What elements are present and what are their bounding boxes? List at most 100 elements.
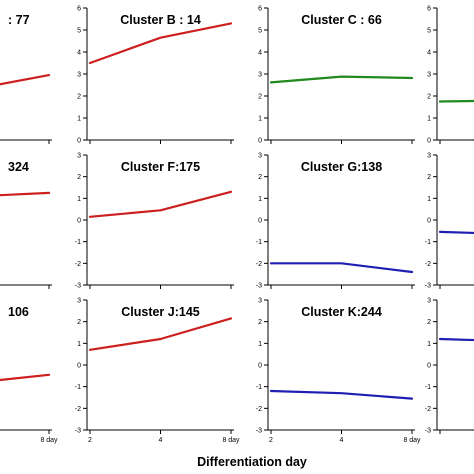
- series-line: [0, 373, 51, 382]
- chart-panel: : 77: [0, 13, 52, 144]
- y-tick-label: -3: [256, 283, 262, 290]
- y-tick-label: 4: [77, 50, 81, 57]
- y-tick-label: -1: [256, 239, 262, 246]
- y-tick-label: 1: [427, 196, 431, 203]
- panel-title: Cluster F:175: [121, 160, 200, 174]
- y-tick-label: 0: [77, 138, 81, 145]
- y-tick-label: 1: [427, 116, 431, 123]
- y-tick-label: 0: [427, 218, 431, 225]
- y-tick-label: 6: [258, 6, 262, 13]
- chart-panel: -3 -2 -1 0 1 2 3: [425, 298, 474, 435]
- y-tick-label: -3: [425, 428, 431, 435]
- y-tick-label: 0: [427, 138, 431, 145]
- x-tick-label: 8 day: [403, 437, 421, 444]
- series-line: [269, 389, 414, 400]
- chart-panel: -3 -2 -1 0 1 2 3 Cluster G:138: [256, 153, 415, 290]
- y-tick-label: -2: [75, 261, 81, 268]
- x-tick-label: 2: [269, 437, 273, 444]
- series-line: [438, 99, 474, 103]
- panel-title: Cluster B : 14: [120, 13, 201, 27]
- y-tick-label: 3: [77, 72, 81, 79]
- x-tick-label: 4: [340, 437, 344, 444]
- y-tick-label: 2: [427, 319, 431, 326]
- y-tick-label: -1: [256, 384, 262, 391]
- x-tick-label: 8 day: [222, 437, 240, 444]
- y-tick-label: -1: [425, 384, 431, 391]
- panel-title: : 77: [8, 13, 30, 27]
- y-tick-label: -3: [256, 428, 262, 435]
- y-tick-label: 0: [77, 218, 81, 225]
- y-tick-label: 3: [77, 298, 81, 305]
- y-tick-label: 5: [427, 28, 431, 35]
- y-tick-label: 1: [427, 341, 431, 348]
- y-tick-label: 1: [77, 341, 81, 348]
- y-tick-label: 2: [427, 94, 431, 101]
- series-line: [269, 262, 414, 274]
- series-line: [88, 22, 233, 65]
- panel-title: 106: [8, 305, 29, 319]
- y-tick-label: -2: [75, 406, 81, 413]
- y-tick-label: 3: [258, 153, 262, 160]
- y-tick-label: 2: [258, 319, 262, 326]
- series-line: [0, 73, 51, 86]
- y-tick-label: -2: [256, 261, 262, 268]
- y-tick-label: -1: [425, 239, 431, 246]
- y-tick-label: -1: [75, 384, 81, 391]
- y-tick-label: 4: [258, 50, 262, 57]
- y-tick-label: -3: [75, 283, 81, 290]
- series-line: [438, 230, 474, 235]
- y-tick-label: 1: [258, 341, 262, 348]
- y-tick-label: 5: [258, 28, 262, 35]
- y-tick-label: 5: [77, 28, 81, 35]
- chart-panel: -3 -2 -1 0 1 2 3 Cluster F:175: [75, 153, 234, 290]
- y-tick-label: 3: [258, 298, 262, 305]
- y-tick-label: -1: [75, 239, 81, 246]
- panel-title: Cluster C : 66: [301, 13, 382, 27]
- panel-title: Cluster G:138: [301, 160, 382, 174]
- series-line: [0, 191, 51, 197]
- y-tick-label: 3: [77, 153, 81, 160]
- chart-panel: -3 -2 -1 0 1 2 3: [425, 153, 474, 290]
- chart-panel: 324: [0, 160, 52, 289]
- y-tick-label: 1: [77, 196, 81, 203]
- y-tick-label: 2: [77, 174, 81, 181]
- y-tick-label: 2: [427, 174, 431, 181]
- series-line: [88, 190, 233, 218]
- chart-panel: 0 1 2 3 4 5 6 Cluster B : 14: [77, 6, 234, 145]
- y-tick-label: 1: [258, 196, 262, 203]
- y-tick-label: 0: [258, 363, 262, 370]
- y-tick-label: -3: [425, 283, 431, 290]
- chart-panels: : 77 0 1 2 3 4 5 6 Cluster B : 14 0 1 2 3 4 5 6 Cluster …: [0, 6, 474, 445]
- y-tick-label: 1: [77, 116, 81, 123]
- panel-title: Cluster K:244: [301, 305, 382, 319]
- panel-title: 324: [8, 160, 29, 174]
- y-tick-label: 2: [258, 94, 262, 101]
- chart-panel: 0 1 2 3 4 5 6 Cluster C : 66: [258, 6, 415, 145]
- y-tick-label: 0: [258, 218, 262, 225]
- chart-panel: -3 -2 -1 0 1 2 3 2 4 8 day Cluster K:244: [256, 298, 421, 445]
- series-line: [269, 75, 414, 84]
- series-line: [438, 337, 474, 342]
- x-tick-label: 2: [88, 437, 92, 444]
- y-tick-label: 4: [427, 50, 431, 57]
- chart-panel: 8 day 106: [0, 305, 58, 444]
- chart-panel: -3 -2 -1 0 1 2 3 2 4 8 day Cluster J:145: [75, 298, 240, 445]
- x-axis-title: Differentiation day: [197, 455, 307, 469]
- y-tick-label: -3: [75, 428, 81, 435]
- y-tick-label: 6: [427, 6, 431, 13]
- series-line: [88, 317, 233, 351]
- y-tick-label: 2: [77, 319, 81, 326]
- y-tick-label: 0: [427, 363, 431, 370]
- y-tick-label: -2: [425, 261, 431, 268]
- x-tick-label: 8 day: [40, 437, 58, 444]
- y-tick-label: -2: [256, 406, 262, 413]
- y-tick-label: 2: [258, 174, 262, 181]
- y-tick-label: 3: [427, 153, 431, 160]
- x-tick-label: 4: [159, 437, 163, 444]
- y-tick-label: 3: [258, 72, 262, 79]
- y-tick-label: 1: [258, 116, 262, 123]
- y-tick-label: 0: [258, 138, 262, 145]
- y-tick-label: 3: [427, 72, 431, 79]
- y-tick-label: 2: [77, 94, 81, 101]
